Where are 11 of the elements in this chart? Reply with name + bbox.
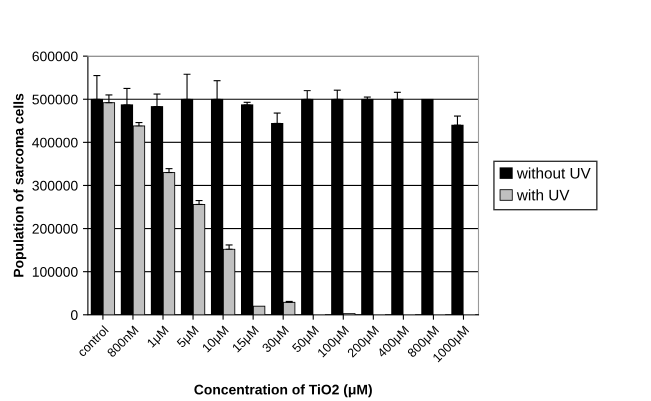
y-tick-label: 400000	[32, 138, 78, 148]
y-tick-label: 0	[70, 310, 78, 320]
y-tick-label: 600000	[32, 51, 78, 62]
y-tick-label: 300000	[32, 180, 78, 191]
y-axis-title: Population of sarcoma cells	[13, 94, 26, 277]
legend-label: without UV	[516, 167, 591, 179]
x-axis-title: Concentration of TiO2 (μM)	[194, 384, 372, 398]
y-tick-label: 100000	[32, 267, 78, 277]
y-tick-label: 500000	[32, 94, 78, 104]
y-tick-label: 200000	[32, 224, 78, 234]
legend-label: with UV	[516, 189, 570, 201]
